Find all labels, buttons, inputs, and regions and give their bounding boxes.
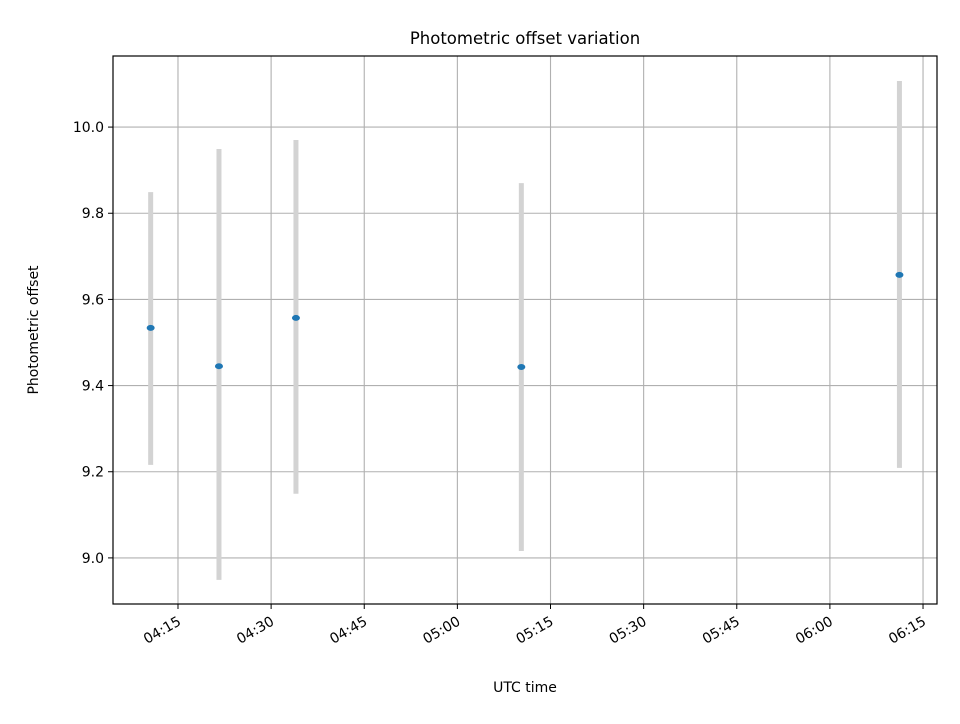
x-axis-label: UTC time — [493, 680, 557, 696]
data-point — [214, 363, 223, 370]
data-point — [291, 314, 300, 321]
grid — [113, 56, 937, 604]
y-tick-label: 9.0 — [82, 551, 104, 567]
y-tick-label: 10.0 — [73, 120, 104, 136]
chart-title: Photometric offset variation — [410, 29, 640, 48]
data-marks — [146, 80, 904, 580]
axes-frame — [112, 55, 938, 605]
y-axis-label: Photometric offset — [26, 265, 42, 395]
y-tick-label: 9.6 — [82, 292, 104, 308]
y-tick-label: 9.8 — [82, 206, 104, 222]
y-tick-label: 9.4 — [82, 379, 104, 395]
data-point — [146, 324, 155, 331]
data-point — [895, 271, 904, 278]
y-tick-label: 9.2 — [82, 465, 104, 481]
data-point — [517, 364, 526, 371]
